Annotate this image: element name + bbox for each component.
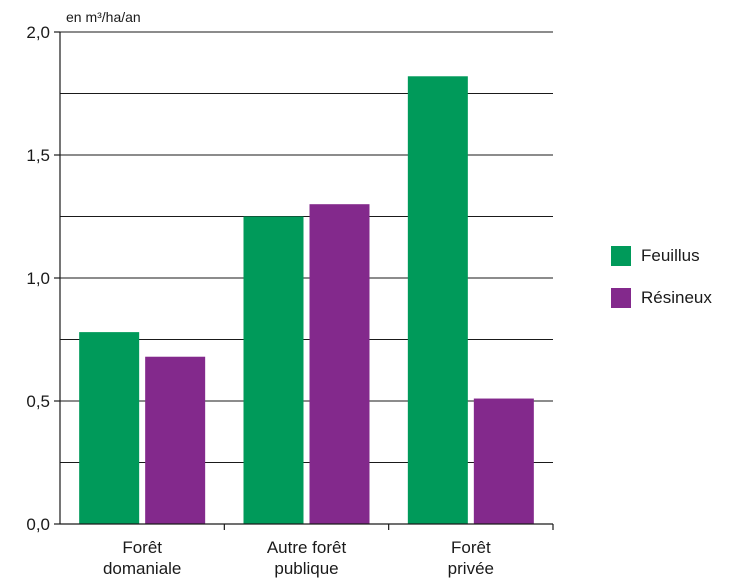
x-category-label: privée: [448, 559, 494, 578]
y-tick-label: 1,5: [26, 146, 50, 165]
x-category-label: Autre forêt: [267, 538, 347, 557]
x-category-label: Forêt: [122, 538, 162, 557]
bars: [79, 76, 534, 524]
bar-feuillus-2: [407, 76, 468, 524]
y-tick-label: 0,0: [26, 515, 50, 534]
x-category-label: publique: [274, 559, 338, 578]
gridlines: [60, 31, 553, 463]
bar-resineux-2: [473, 398, 534, 524]
legend-item-resineux: Résineux: [611, 285, 712, 311]
legend-label: Résineux: [641, 288, 712, 307]
y-tick-label: 0,5: [26, 392, 50, 411]
x-category-label: domaniale: [103, 559, 181, 578]
legend-swatch-resineux: [611, 288, 631, 308]
legend-item-feuillus: Feuillus: [611, 243, 712, 269]
bar-resineux-0: [145, 356, 206, 524]
y-axis-unit-label: en m³/ha/an: [66, 9, 141, 25]
category-labels: Forêt domaniale Autre forêt publique Forêt pr…: [103, 538, 494, 578]
y-tick-label: 2,0: [26, 23, 50, 42]
legend-swatch-feuillus: [611, 246, 631, 266]
bar-resineux-1: [309, 204, 370, 524]
bar-feuillus-1: [243, 216, 304, 524]
x-category-label: Forêt: [451, 538, 491, 557]
legend-label: Feuillus: [641, 246, 700, 265]
y-tick-label: 1,0: [26, 269, 50, 288]
y-tick-labels: 0,0 0,5 1,0 1,5 2,0: [26, 23, 50, 534]
bar-feuillus-0: [79, 332, 140, 524]
axes: [54, 31, 554, 530]
legend: Feuillus Résineux: [611, 243, 712, 327]
